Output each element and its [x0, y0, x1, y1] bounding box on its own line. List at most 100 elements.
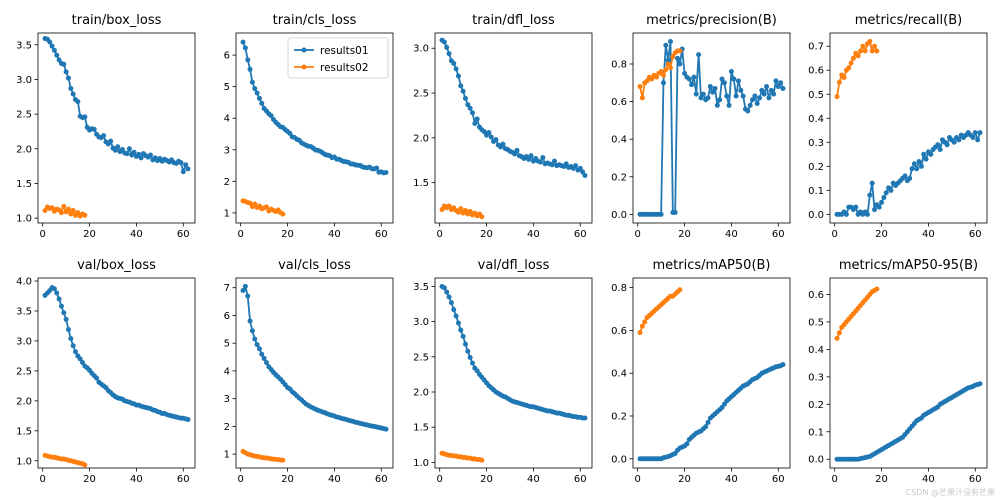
- data-point: [472, 121, 478, 127]
- data-point: [481, 129, 487, 135]
- data-point: [684, 441, 690, 447]
- data-point: [951, 139, 957, 145]
- subplot-title: train/box_loss: [72, 13, 162, 28]
- data-point: [249, 79, 255, 85]
- y-tick-label: 2.5: [413, 89, 429, 100]
- y-tick-label: 4: [224, 366, 230, 377]
- y-tick-label: 0.2: [808, 162, 824, 173]
- data-point: [280, 211, 286, 217]
- y-tick-label: 0.4: [611, 135, 627, 146]
- data-point: [693, 91, 699, 97]
- y-tick-label: 0.0: [611, 454, 627, 465]
- data-point: [446, 294, 452, 300]
- data-point: [759, 87, 765, 93]
- data-point: [75, 99, 81, 105]
- legend-box: [287, 37, 389, 79]
- data-point: [841, 74, 847, 80]
- data-point: [745, 108, 751, 114]
- data-point: [263, 204, 269, 210]
- series-results01: [439, 37, 588, 178]
- data-point: [862, 48, 868, 54]
- data-point: [245, 57, 251, 63]
- data-point: [665, 61, 671, 67]
- series-results01: [42, 36, 191, 175]
- data-point: [383, 170, 389, 175]
- x-tick-label: 20: [875, 474, 888, 485]
- y-tick-label: 2: [224, 422, 230, 433]
- data-point: [864, 211, 870, 217]
- y-tick-label: 1.5: [16, 179, 32, 190]
- data-point: [639, 323, 645, 329]
- data-point: [68, 85, 74, 91]
- x-tick-label: 60: [375, 229, 388, 240]
- data-point: [869, 48, 875, 54]
- series-results02: [439, 450, 485, 463]
- data-point: [458, 327, 464, 333]
- data-point: [80, 360, 86, 366]
- data-point: [259, 351, 265, 357]
- data-point: [451, 60, 457, 66]
- legend: results01 results02: [287, 37, 389, 79]
- x-tick-label: 0: [237, 229, 243, 240]
- data-point: [514, 147, 520, 153]
- data-point: [867, 192, 873, 198]
- data-point: [94, 375, 100, 381]
- subplot-title: metrics/mAP50-95(B): [839, 258, 978, 273]
- axes-frame: [829, 32, 988, 224]
- data-point: [82, 462, 88, 468]
- data-point: [460, 333, 466, 339]
- series-results02: [42, 203, 88, 219]
- y-tick-label: 0.1: [808, 186, 824, 197]
- data-point: [101, 133, 107, 139]
- y-tick-label: 0.8: [611, 60, 627, 71]
- data-point: [444, 289, 450, 295]
- subplot-title: metrics/mAP50(B): [652, 258, 770, 273]
- data-point: [462, 207, 468, 213]
- data-point: [764, 84, 770, 90]
- data-point: [479, 457, 485, 463]
- y-tick-label: 5: [224, 339, 230, 350]
- legend-swatch-marker: [301, 64, 307, 70]
- data-point: [240, 287, 246, 293]
- data-point: [682, 70, 688, 76]
- data-point: [70, 91, 76, 97]
- y-tick-label: 0.0: [611, 210, 627, 221]
- x-tick-label: 0: [39, 229, 45, 240]
- x-tick-label: 60: [969, 229, 982, 240]
- series-results02: [637, 287, 683, 336]
- data-point: [733, 93, 739, 99]
- series-results02: [834, 286, 880, 341]
- y-tick-label: 1.5: [413, 423, 429, 434]
- data-point: [970, 134, 976, 140]
- data-point: [245, 293, 251, 299]
- data-point: [876, 204, 882, 210]
- data-point: [853, 204, 859, 210]
- data-point: [540, 155, 546, 161]
- data-point: [639, 95, 645, 101]
- series-results01: [240, 39, 389, 176]
- data-point: [474, 116, 480, 122]
- y-tick-label: 0.6: [611, 97, 627, 108]
- data-point: [582, 415, 588, 421]
- y-tick-label: 2.0: [16, 144, 32, 155]
- y-tick-label: 3.0: [413, 44, 429, 55]
- data-point: [696, 52, 702, 58]
- x-tick-label: 60: [574, 474, 587, 485]
- data-point: [47, 39, 53, 45]
- data-point: [178, 160, 184, 166]
- data-point: [667, 38, 673, 44]
- subplot-title: metrics/precision(B): [646, 13, 777, 28]
- y-tick-label: 3.5: [16, 40, 32, 51]
- data-point: [147, 152, 153, 158]
- y-tick-label: 1.0: [16, 214, 32, 225]
- legend-label: results02: [320, 62, 369, 74]
- x-tick-label: 0: [634, 229, 640, 240]
- series-results01: [42, 285, 191, 422]
- data-point: [462, 341, 468, 347]
- data-point: [131, 149, 137, 155]
- data-point: [717, 97, 723, 103]
- x-tick-label: 40: [922, 229, 935, 240]
- data-point: [719, 76, 725, 82]
- data-point: [444, 44, 450, 50]
- data-point: [848, 60, 854, 66]
